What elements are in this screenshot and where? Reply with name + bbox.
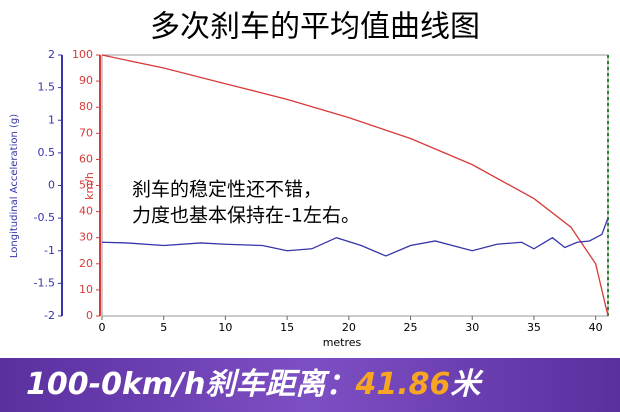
y2-tick-label: -2: [44, 309, 55, 322]
banner: 100-0km/h刹车距离：41.86米: [0, 358, 620, 412]
y-tick-label: 30: [79, 231, 93, 244]
y2-tick-label: 0: [48, 179, 55, 192]
y2-tick-label: -0.5: [34, 211, 55, 224]
x-tick-label: 40: [589, 321, 603, 334]
y-tick-label: 70: [79, 126, 93, 139]
banner-label: 100-0km/h刹车距离：: [26, 367, 356, 402]
y-tick-label: 80: [79, 100, 93, 113]
y-tick-label: 90: [79, 74, 93, 87]
y-tick-label: 10: [79, 283, 93, 296]
banner-unit: 米: [450, 367, 481, 402]
data-line: [101, 217, 609, 257]
banner-value: 41.86: [355, 367, 451, 402]
x-axis-title: metres: [323, 336, 362, 349]
y2-axis-title: Longitudinal Acceleration (g): [9, 114, 20, 258]
y-tick-label: 60: [79, 152, 93, 165]
annotation: 力度也基本保持在-1左右。: [132, 205, 360, 227]
y-tick-label: 40: [79, 205, 93, 218]
chart-title: 多次刹车的平均值曲线图: [150, 10, 480, 45]
x-tick-label: 5: [160, 321, 167, 334]
y-tick-label: 20: [79, 257, 93, 270]
y-tick-label: 100: [72, 48, 93, 61]
y-tick-label: 0: [86, 309, 93, 322]
x-tick-label: 35: [527, 321, 541, 334]
plot-area: [101, 54, 609, 317]
x-tick-label: 15: [280, 321, 294, 334]
y2-tick-label: -1: [44, 244, 55, 257]
x-tick-label: 0: [99, 321, 106, 334]
x-tick-label: 25: [404, 321, 418, 334]
annotation: 刹车的稳定性还不错，: [132, 179, 322, 201]
y2-tick-label: 1: [48, 113, 55, 126]
y2-tick-label: 0.5: [38, 146, 56, 159]
y-tick-label: 50: [79, 179, 93, 192]
x-tick-label: 10: [218, 321, 232, 334]
x-tick-label: 30: [465, 321, 479, 334]
y2-tick-label: 1.5: [38, 81, 56, 94]
x-tick-label: 20: [342, 321, 356, 334]
data-line: [101, 54, 609, 317]
chart: 多次刹车的平均值曲线图 metres km/h Longitudinal Acc…: [9, 10, 609, 349]
y-axis-title: km/h: [83, 172, 96, 200]
y2-tick-label: -1.5: [34, 276, 55, 289]
y2-tick-label: 2: [48, 48, 55, 61]
